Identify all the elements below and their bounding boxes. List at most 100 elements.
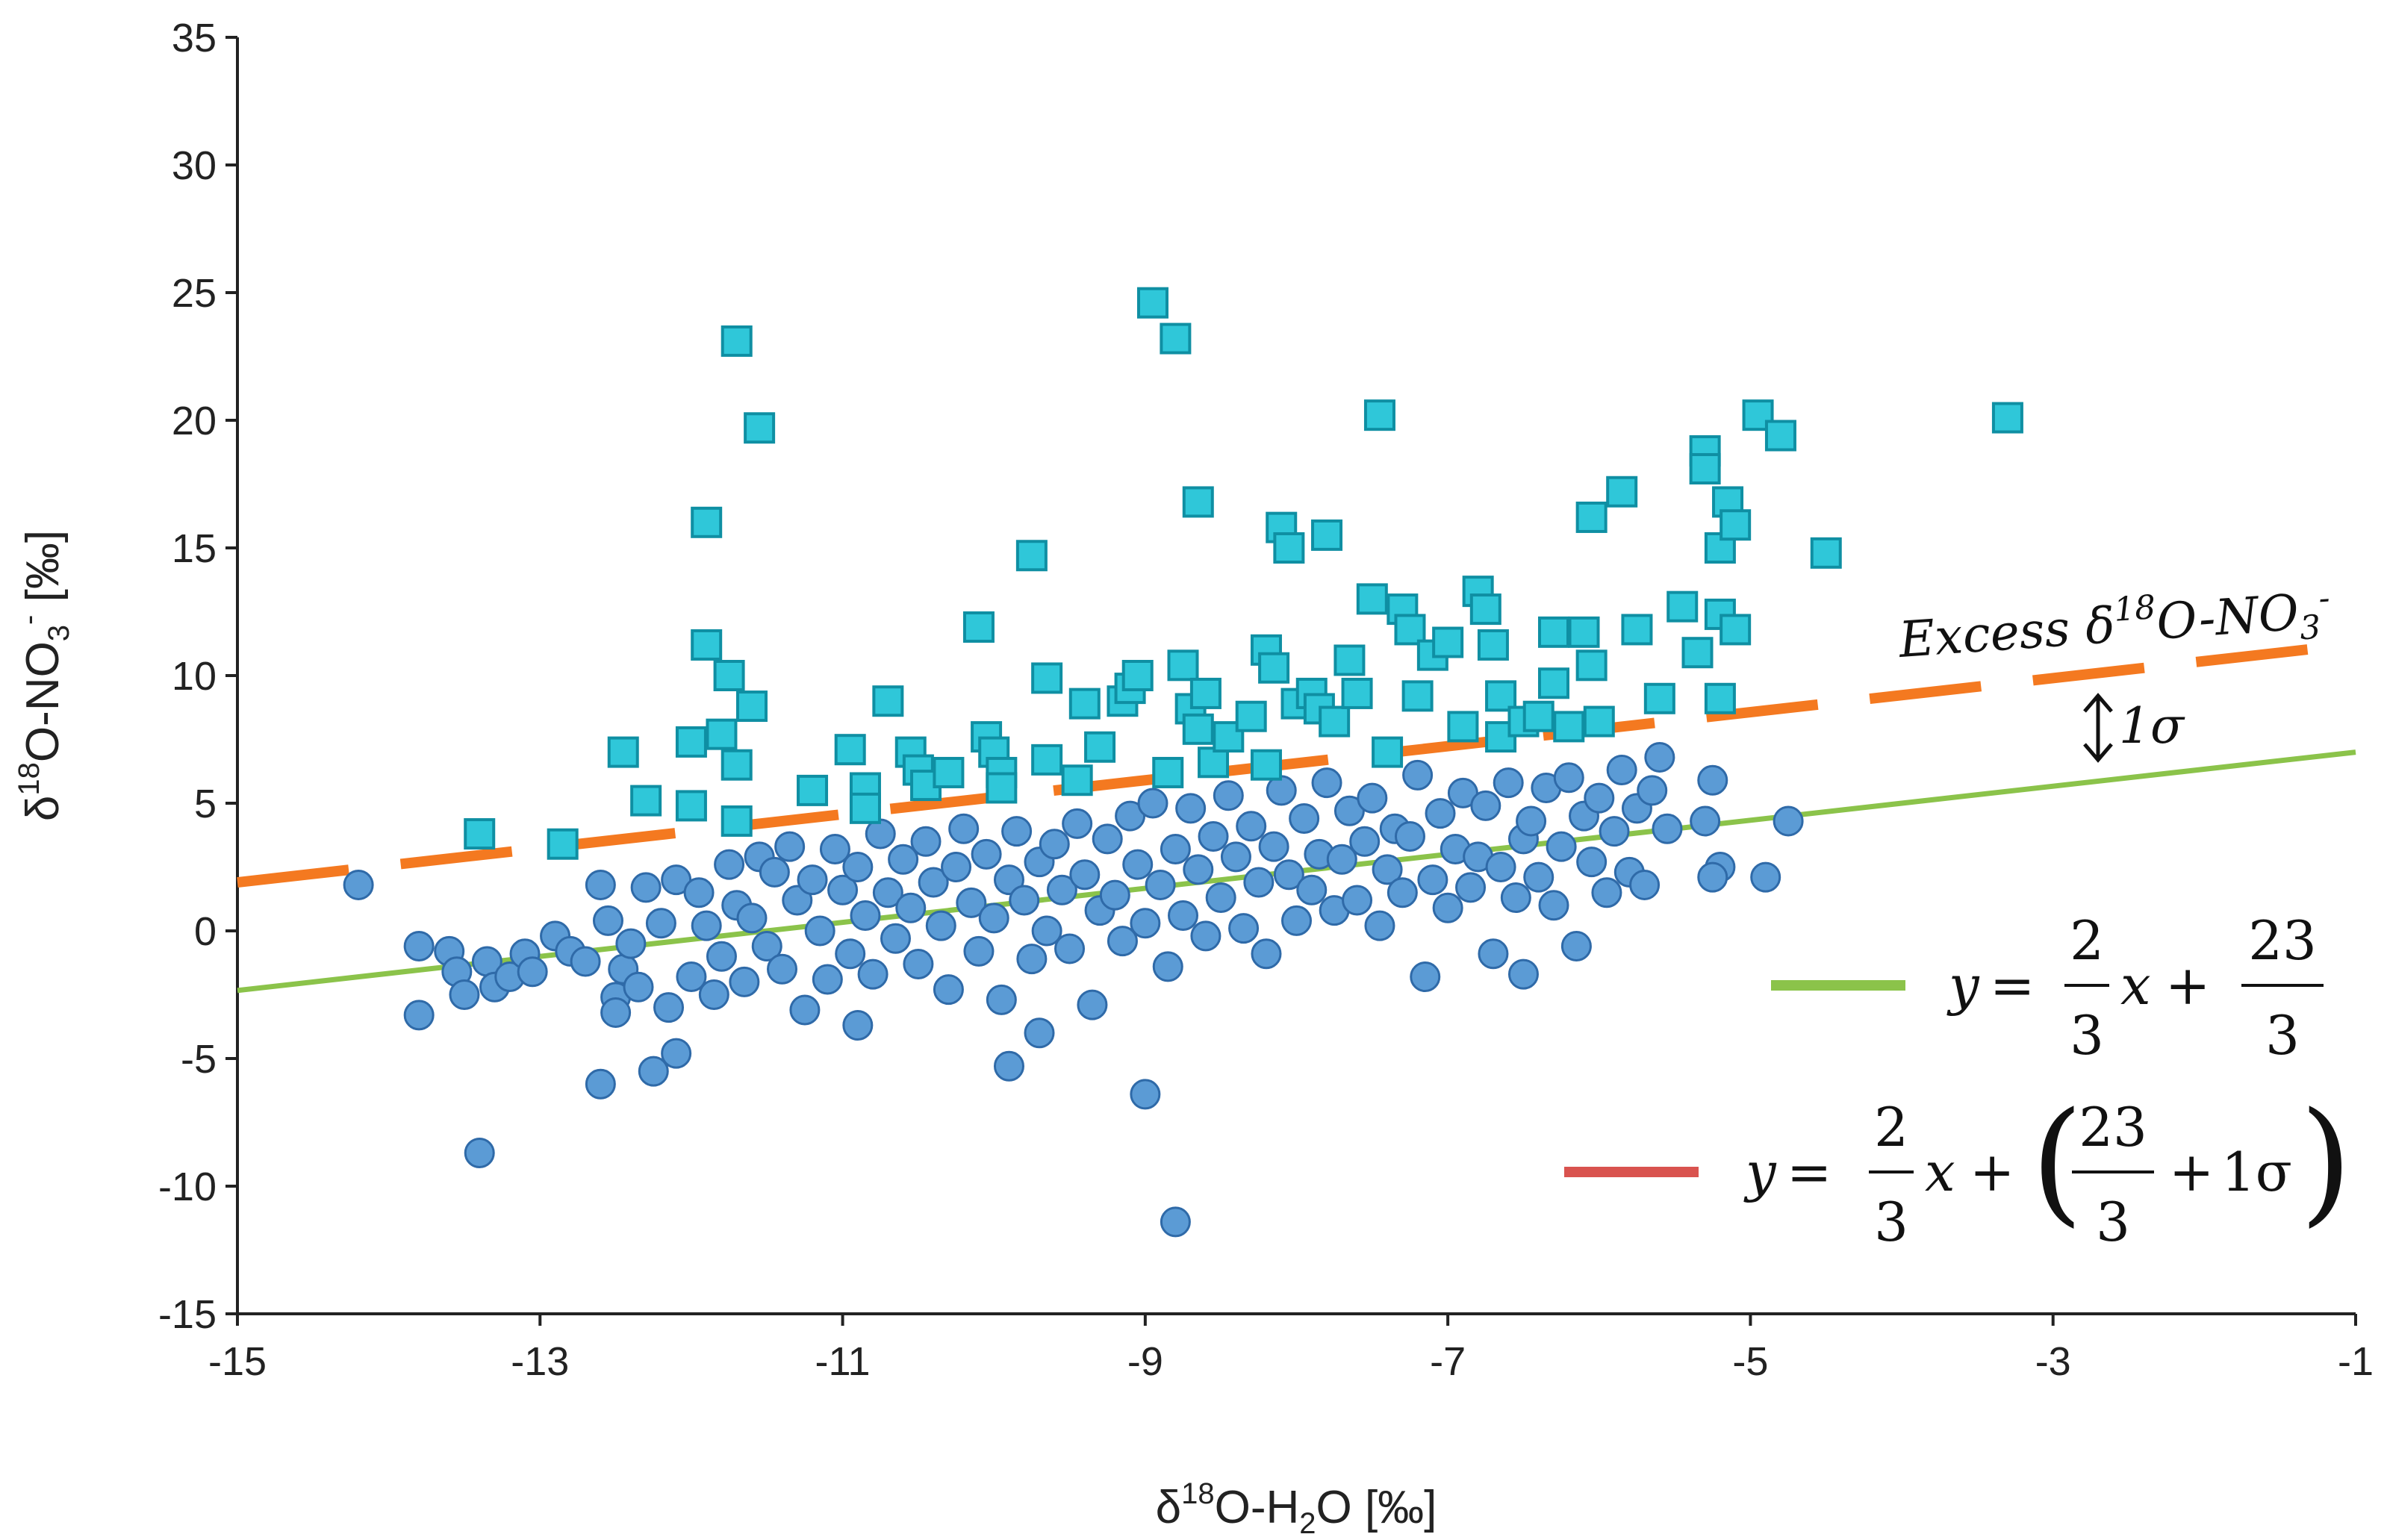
data-point-circle — [403, 1000, 435, 1031]
data-point-square — [986, 772, 1018, 804]
data-point-square — [1136, 287, 1168, 319]
legend-equation-1: y = 2 3 x + 23 3 — [1946, 909, 2324, 1067]
y-tick-label: 35 — [172, 16, 217, 60]
data-point-circle — [1584, 782, 1615, 814]
data-point-square — [834, 734, 866, 766]
data-point-circle — [1576, 847, 1608, 878]
data-point-circle — [1553, 762, 1584, 794]
data-point-circle — [797, 864, 828, 896]
data-point-circle — [1205, 882, 1236, 914]
legend-equation-2: y = 2 3 x + ( 23 3 + 1σ ) — [1743, 1084, 2352, 1253]
data-point-circle — [638, 1056, 669, 1087]
data-point-square — [1583, 705, 1615, 738]
data-point-circle — [1190, 920, 1221, 952]
data-point-square — [1764, 420, 1796, 452]
data-point-circle — [1145, 869, 1176, 900]
data-point-circle — [1251, 938, 1282, 970]
sigma-label: 1σ — [2119, 697, 2185, 755]
y-tick-label: 5 — [194, 782, 217, 826]
y-tick-label: -10 — [158, 1165, 217, 1209]
svg-text:+: + — [1970, 1141, 2014, 1203]
data-point-square — [933, 756, 965, 788]
data-point-circle — [683, 877, 715, 908]
data-point-circle — [570, 946, 601, 977]
data-point-square — [1432, 626, 1464, 658]
svg-text:2: 2 — [1874, 1096, 1908, 1159]
data-point-circle — [986, 984, 1017, 1015]
data-point-circle — [449, 979, 480, 1010]
data-point-square — [1273, 532, 1305, 564]
data-point-circle — [1001, 816, 1033, 847]
data-point-square — [1720, 614, 1752, 646]
data-point-square — [1084, 731, 1116, 763]
data-point-square — [464, 818, 496, 850]
data-point-circle — [1629, 869, 1661, 900]
data-point-square — [1606, 476, 1638, 508]
data-point-circle — [1447, 777, 1478, 808]
data-point-square — [1553, 711, 1585, 743]
data-point-circle — [1031, 915, 1062, 947]
svg-text:+: + — [2169, 1141, 2214, 1203]
data-point-circle — [941, 852, 972, 882]
data-point-square — [1568, 616, 1600, 648]
data-point-circle — [888, 844, 919, 875]
svg-text:y: y — [1946, 954, 1980, 1017]
data-point-circle — [1130, 1079, 1161, 1110]
data-point-circle — [1046, 874, 1077, 905]
data-point-square — [721, 325, 753, 357]
data-point-circle — [963, 935, 995, 967]
data-point-square — [1031, 743, 1063, 776]
data-point-circle — [714, 849, 745, 880]
y-tick-label: 25 — [172, 271, 217, 316]
data-point-circle — [751, 931, 782, 962]
data-point-circle — [1296, 874, 1328, 905]
data-point-circle — [993, 864, 1024, 896]
data-point-circle — [812, 964, 843, 995]
data-point-circle — [653, 992, 685, 1023]
svg-text:2: 2 — [2070, 909, 2104, 972]
data-point-square — [1198, 746, 1230, 779]
x-tick-label: -13 — [511, 1339, 569, 1384]
data-point-circle — [819, 834, 850, 865]
data-point-circle — [850, 900, 881, 931]
square-series — [464, 287, 2023, 860]
y-tick-label: 30 — [172, 143, 217, 188]
data-point-circle — [918, 867, 949, 898]
data-point-circle — [1333, 795, 1365, 826]
x-tick-label: -7 — [1430, 1339, 1466, 1384]
data-point-circle — [1311, 767, 1342, 799]
data-point-square — [691, 506, 723, 538]
data-point-circle — [978, 903, 1009, 934]
data-point-circle — [1243, 867, 1275, 898]
data-point-square — [1991, 402, 2023, 434]
data-point-circle — [782, 885, 813, 916]
data-point-circle — [842, 852, 874, 882]
data-point-circle — [1077, 989, 1108, 1020]
data-point-circle — [585, 1068, 616, 1100]
data-point-circle — [1024, 1017, 1055, 1049]
data-point-circle — [1493, 767, 1524, 799]
data-point-circle — [1122, 849, 1154, 880]
data-point-circle — [1507, 958, 1539, 990]
data-point-circle — [1115, 800, 1146, 832]
data-point-square — [547, 828, 579, 860]
sigma-arrow-icon — [2083, 693, 2113, 763]
data-point-circle — [1425, 798, 1456, 829]
data-point-circle — [835, 938, 866, 970]
data-point-circle — [842, 1010, 874, 1041]
data-point-square — [1121, 660, 1154, 691]
data-point-square — [1189, 677, 1221, 709]
x-tick-label: -5 — [1732, 1339, 1768, 1384]
data-point-circle — [872, 877, 903, 908]
data-point-square — [706, 718, 738, 750]
data-point-circle — [1054, 933, 1086, 964]
data-point-square — [1447, 711, 1479, 743]
data-point-square — [1152, 756, 1184, 788]
data-point-square — [630, 785, 662, 817]
svg-text:3: 3 — [2265, 1004, 2300, 1067]
data-point-square — [1015, 540, 1048, 572]
data-point-square — [721, 749, 753, 781]
data-point-circle — [464, 1138, 495, 1169]
legend: y = 2 3 x + 23 3 y = 2 3 x + ( 23 3 + 1σ… — [1564, 909, 2352, 1253]
